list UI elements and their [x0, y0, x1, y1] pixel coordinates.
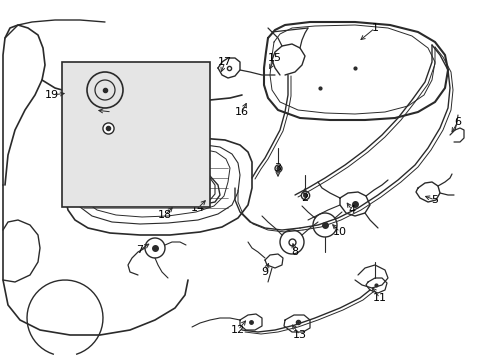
Text: 19: 19	[45, 90, 59, 100]
Text: 5: 5	[430, 195, 438, 205]
Text: 13: 13	[292, 330, 306, 340]
Text: 7: 7	[136, 245, 143, 255]
Text: 4: 4	[348, 205, 355, 215]
Text: 2: 2	[301, 193, 308, 203]
Text: 10: 10	[332, 227, 346, 237]
Text: 15: 15	[267, 53, 282, 63]
Text: 14: 14	[190, 203, 204, 213]
Text: 16: 16	[235, 107, 248, 117]
Text: 3: 3	[274, 163, 281, 173]
Text: 17: 17	[218, 57, 232, 67]
Text: 6: 6	[453, 117, 461, 127]
Bar	[62, 62, 209, 207]
Text: 12: 12	[230, 325, 244, 335]
Text: 1: 1	[371, 23, 378, 33]
Text: 8: 8	[291, 247, 298, 257]
Text: 11: 11	[372, 293, 386, 303]
Text: 20: 20	[105, 107, 119, 117]
Text: 9: 9	[261, 267, 268, 277]
Text: 18: 18	[158, 210, 172, 220]
